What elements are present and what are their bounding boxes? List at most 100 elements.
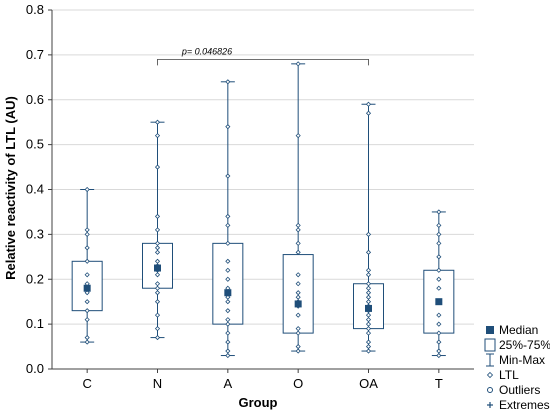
data-point	[365, 326, 372, 332]
data-point	[295, 294, 301, 300]
data-point	[84, 317, 90, 323]
data-point	[225, 222, 231, 228]
data-point	[84, 245, 90, 251]
y-tick-label: 0.2	[26, 271, 44, 286]
data-point	[295, 133, 301, 139]
data-point	[84, 272, 90, 278]
box-group-t	[423, 209, 455, 359]
plus-icon	[487, 402, 493, 408]
data-point	[225, 267, 231, 273]
data-point	[365, 285, 372, 291]
x-tick-label: N	[153, 376, 162, 391]
data-point	[365, 272, 372, 278]
data-point	[154, 164, 161, 170]
data-point	[436, 330, 442, 336]
data-point	[295, 272, 301, 278]
data-point	[84, 335, 90, 341]
boxes	[71, 61, 455, 359]
data-point	[225, 317, 231, 323]
median-marker	[154, 264, 161, 272]
data-point	[295, 290, 301, 296]
box-group-n	[142, 119, 173, 341]
legend-label: 25%-75%	[499, 338, 550, 352]
data-point	[295, 222, 301, 228]
y-tick-label: 0.1	[26, 316, 44, 331]
y-tick-label: 0.3	[26, 226, 44, 241]
data-point	[365, 110, 372, 116]
y-tick-label: 0.6	[26, 92, 44, 107]
y-tick-label: 0.0	[26, 361, 44, 376]
data-point	[154, 245, 161, 251]
data-point	[436, 231, 442, 237]
data-point	[225, 276, 231, 282]
data-point	[365, 294, 372, 300]
data-point	[225, 348, 231, 354]
y-tick-label: 0.4	[26, 182, 44, 197]
whisker-icon	[486, 353, 494, 367]
data-point	[295, 281, 301, 287]
data-point	[225, 240, 231, 246]
data-point	[365, 317, 372, 323]
data-point	[225, 330, 231, 336]
data-point	[225, 258, 231, 264]
data-point	[436, 348, 442, 354]
data-point	[154, 335, 161, 341]
x-tick-label: OA	[359, 376, 378, 391]
data-point	[84, 308, 90, 314]
legend-label: Outliers	[499, 383, 540, 397]
data-point	[84, 290, 90, 296]
x-tick-labels: C N A O OA T	[82, 369, 443, 391]
data-point	[225, 299, 231, 305]
data-point	[154, 258, 161, 264]
legend-label: Median	[499, 323, 538, 337]
circle-icon	[487, 387, 493, 393]
legend-item-min-max: Min-Max	[486, 353, 545, 367]
data-point	[436, 352, 442, 359]
data-point	[436, 267, 442, 273]
data-point	[295, 240, 301, 246]
data-point	[84, 227, 90, 233]
data-point	[225, 352, 231, 359]
median-marker	[224, 289, 232, 297]
data-point	[436, 222, 442, 228]
box-group-a	[212, 79, 244, 359]
x-tick-label: O	[293, 376, 303, 391]
data-point	[154, 240, 161, 246]
data-point	[365, 267, 372, 273]
data-point	[154, 299, 161, 305]
data-point	[154, 290, 161, 296]
data-point	[365, 343, 372, 350]
data-point	[154, 133, 161, 139]
box-group-oa	[353, 101, 384, 354]
significance-bracket	[157, 58, 369, 66]
data-point	[225, 124, 231, 130]
data-point	[84, 231, 90, 237]
legend-label: LTL	[499, 368, 519, 382]
data-point	[365, 290, 372, 296]
data-point	[436, 321, 442, 327]
median-marker	[83, 284, 91, 292]
data-point	[154, 249, 161, 255]
legend-item-extremes: Extremes	[487, 398, 550, 412]
data-point	[84, 186, 90, 193]
legend-item-25-75-: 25%-75%	[484, 338, 550, 352]
diamond-icon	[486, 371, 494, 379]
data-point	[436, 339, 442, 345]
y-tick-label: 0.7	[26, 47, 44, 62]
data-point	[365, 312, 372, 318]
data-point	[154, 227, 161, 233]
data-point	[365, 101, 372, 107]
data-point	[365, 299, 372, 305]
data-point	[154, 213, 161, 219]
data-point	[436, 276, 442, 282]
legend-item-median: Median	[486, 323, 538, 337]
data-point	[436, 285, 442, 291]
data-point	[436, 312, 442, 318]
data-point	[295, 312, 301, 318]
data-point	[436, 240, 442, 246]
x-tick-label: C	[82, 376, 91, 391]
data-point	[436, 209, 442, 215]
median-marker	[435, 298, 443, 306]
data-point	[154, 326, 161, 332]
